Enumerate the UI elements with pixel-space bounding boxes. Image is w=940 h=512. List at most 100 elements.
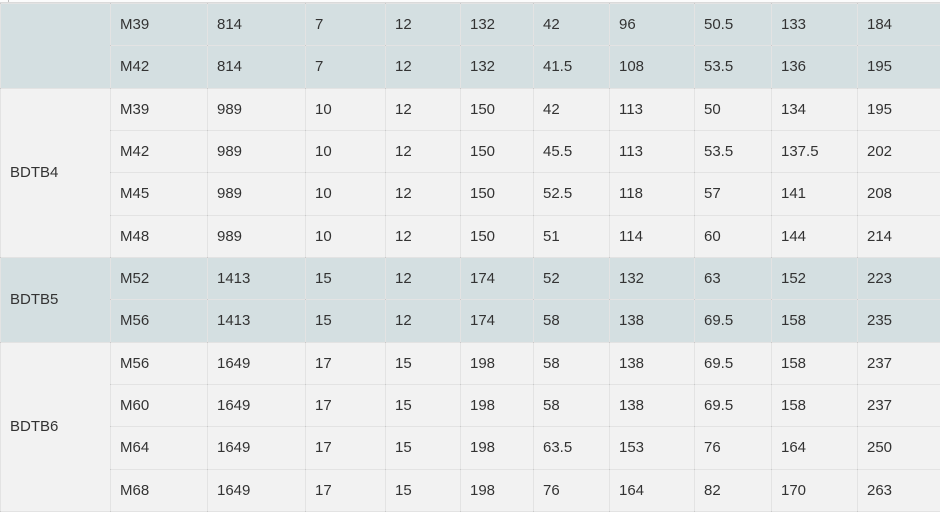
- value-cell: 198: [460, 383, 534, 428]
- value-cell: 138: [609, 383, 695, 428]
- table-row: BDTB6 M56 1649 17 15 198 58 138 69.5 158 237: [0, 341, 940, 512]
- table-row: M42 989 10 12 150 45.5 113 53.5 137.5 202: [1, 129, 940, 174]
- value-cell: 184: [857, 2, 940, 47]
- value-cell: 50.5: [694, 2, 772, 47]
- value-cell: 989: [207, 129, 306, 174]
- value-cell: 153: [609, 426, 695, 470]
- value-cell: 1649: [207, 426, 306, 470]
- value-cell: 17: [305, 341, 386, 385]
- value-cell: 53.5: [694, 129, 772, 174]
- value-cell: 114: [609, 214, 695, 258]
- table-row: BDTB5 M52 1413 15 12 174 52 132 63 152 223: [0, 256, 940, 343]
- value-cell: 58: [533, 299, 610, 343]
- value-cell: 137.5: [771, 129, 858, 174]
- value-cell: 208: [857, 172, 940, 216]
- value-cell: 10: [305, 129, 386, 174]
- value-cell: 141: [771, 172, 858, 216]
- thread-size-cell: M39: [110, 2, 208, 47]
- value-cell: 202: [857, 129, 940, 174]
- value-cell: 41.5: [533, 45, 610, 89]
- value-cell: 15: [385, 426, 461, 470]
- value-cell: 158: [771, 341, 858, 385]
- table-row: M39 814 7 12 132 42 96 50.5 133 184: [0, 2, 940, 89]
- value-cell: 138: [609, 299, 695, 343]
- value-cell: 113: [609, 129, 695, 174]
- value-cell: 51: [533, 214, 610, 258]
- value-cell: 263: [857, 468, 940, 512]
- value-cell: 108: [609, 45, 695, 89]
- value-cell: 144: [771, 214, 858, 258]
- value-cell: 113: [609, 87, 695, 131]
- group-label-cell: BDTB5: [0, 256, 111, 343]
- value-cell: 235: [857, 299, 940, 343]
- value-cell: 7: [305, 45, 386, 89]
- value-cell: 15: [385, 341, 461, 385]
- value-cell: 989: [207, 172, 306, 216]
- value-cell: 150: [460, 214, 534, 258]
- value-cell: 42: [533, 87, 610, 131]
- value-cell: 133: [771, 2, 858, 47]
- value-cell: 12: [385, 2, 461, 47]
- value-cell: 814: [207, 45, 306, 89]
- value-cell: 174: [460, 256, 534, 301]
- thread-size-cell: M42: [110, 45, 208, 89]
- value-cell: 12: [385, 214, 461, 258]
- table-row: M48 989 10 12 150 51 114 60 144 214: [1, 214, 940, 258]
- value-cell: 198: [460, 426, 534, 470]
- value-cell: 158: [771, 299, 858, 343]
- value-cell: 58: [533, 383, 610, 428]
- value-cell: 17: [305, 468, 386, 512]
- thread-size-cell: M39: [110, 87, 208, 131]
- value-cell: 57: [694, 172, 772, 216]
- value-cell: 1649: [207, 383, 306, 428]
- thread-size-cell: M56: [110, 299, 208, 343]
- value-cell: 63.5: [533, 426, 610, 470]
- value-cell: 17: [305, 383, 386, 428]
- value-cell: 150: [460, 87, 534, 131]
- value-cell: 164: [771, 426, 858, 470]
- value-cell: 134: [771, 87, 858, 131]
- value-cell: 989: [207, 87, 306, 131]
- thread-size-cell: M42: [110, 129, 208, 174]
- value-cell: 150: [460, 172, 534, 216]
- value-cell: 158: [771, 383, 858, 428]
- value-cell: 150: [460, 129, 534, 174]
- value-cell: 15: [385, 383, 461, 428]
- value-cell: 1413: [207, 299, 306, 343]
- value-cell: 12: [385, 299, 461, 343]
- value-cell: 42: [533, 2, 610, 47]
- value-cell: 237: [857, 341, 940, 385]
- value-cell: 12: [385, 172, 461, 216]
- thread-size-cell: M64: [110, 426, 208, 470]
- value-cell: 52: [533, 256, 610, 301]
- value-cell: 12: [385, 256, 461, 301]
- table-row: M68 1649 17 15 198 76 164 82 170 263: [1, 468, 940, 512]
- thread-size-cell: M60: [110, 383, 208, 428]
- value-cell: 1649: [207, 468, 306, 512]
- value-cell: 223: [857, 256, 940, 301]
- value-cell: 1649: [207, 341, 306, 385]
- value-cell: 45.5: [533, 129, 610, 174]
- value-cell: 814: [207, 2, 306, 47]
- value-cell: 69.5: [694, 383, 772, 428]
- value-cell: 174: [460, 299, 534, 343]
- value-cell: 170: [771, 468, 858, 512]
- value-cell: 10: [305, 214, 386, 258]
- table-row: M42 814 7 12 132 41.5 108 53.5 136 195: [1, 45, 940, 89]
- value-cell: 69.5: [694, 299, 772, 343]
- table-row: M60 1649 17 15 198 58 138 69.5 158 237: [1, 383, 940, 428]
- value-cell: 82: [694, 468, 772, 512]
- value-cell: 53.5: [694, 45, 772, 89]
- value-cell: 76: [533, 468, 610, 512]
- value-cell: 50: [694, 87, 772, 131]
- table-row: M45 989 10 12 150 52.5 118 57 141 208: [1, 172, 940, 216]
- value-cell: 7: [305, 2, 386, 47]
- thread-size-cell: M48: [110, 214, 208, 258]
- value-cell: 132: [460, 2, 534, 47]
- value-cell: 132: [609, 256, 695, 301]
- value-cell: 52.5: [533, 172, 610, 216]
- value-cell: 198: [460, 468, 534, 512]
- value-cell: 118: [609, 172, 695, 216]
